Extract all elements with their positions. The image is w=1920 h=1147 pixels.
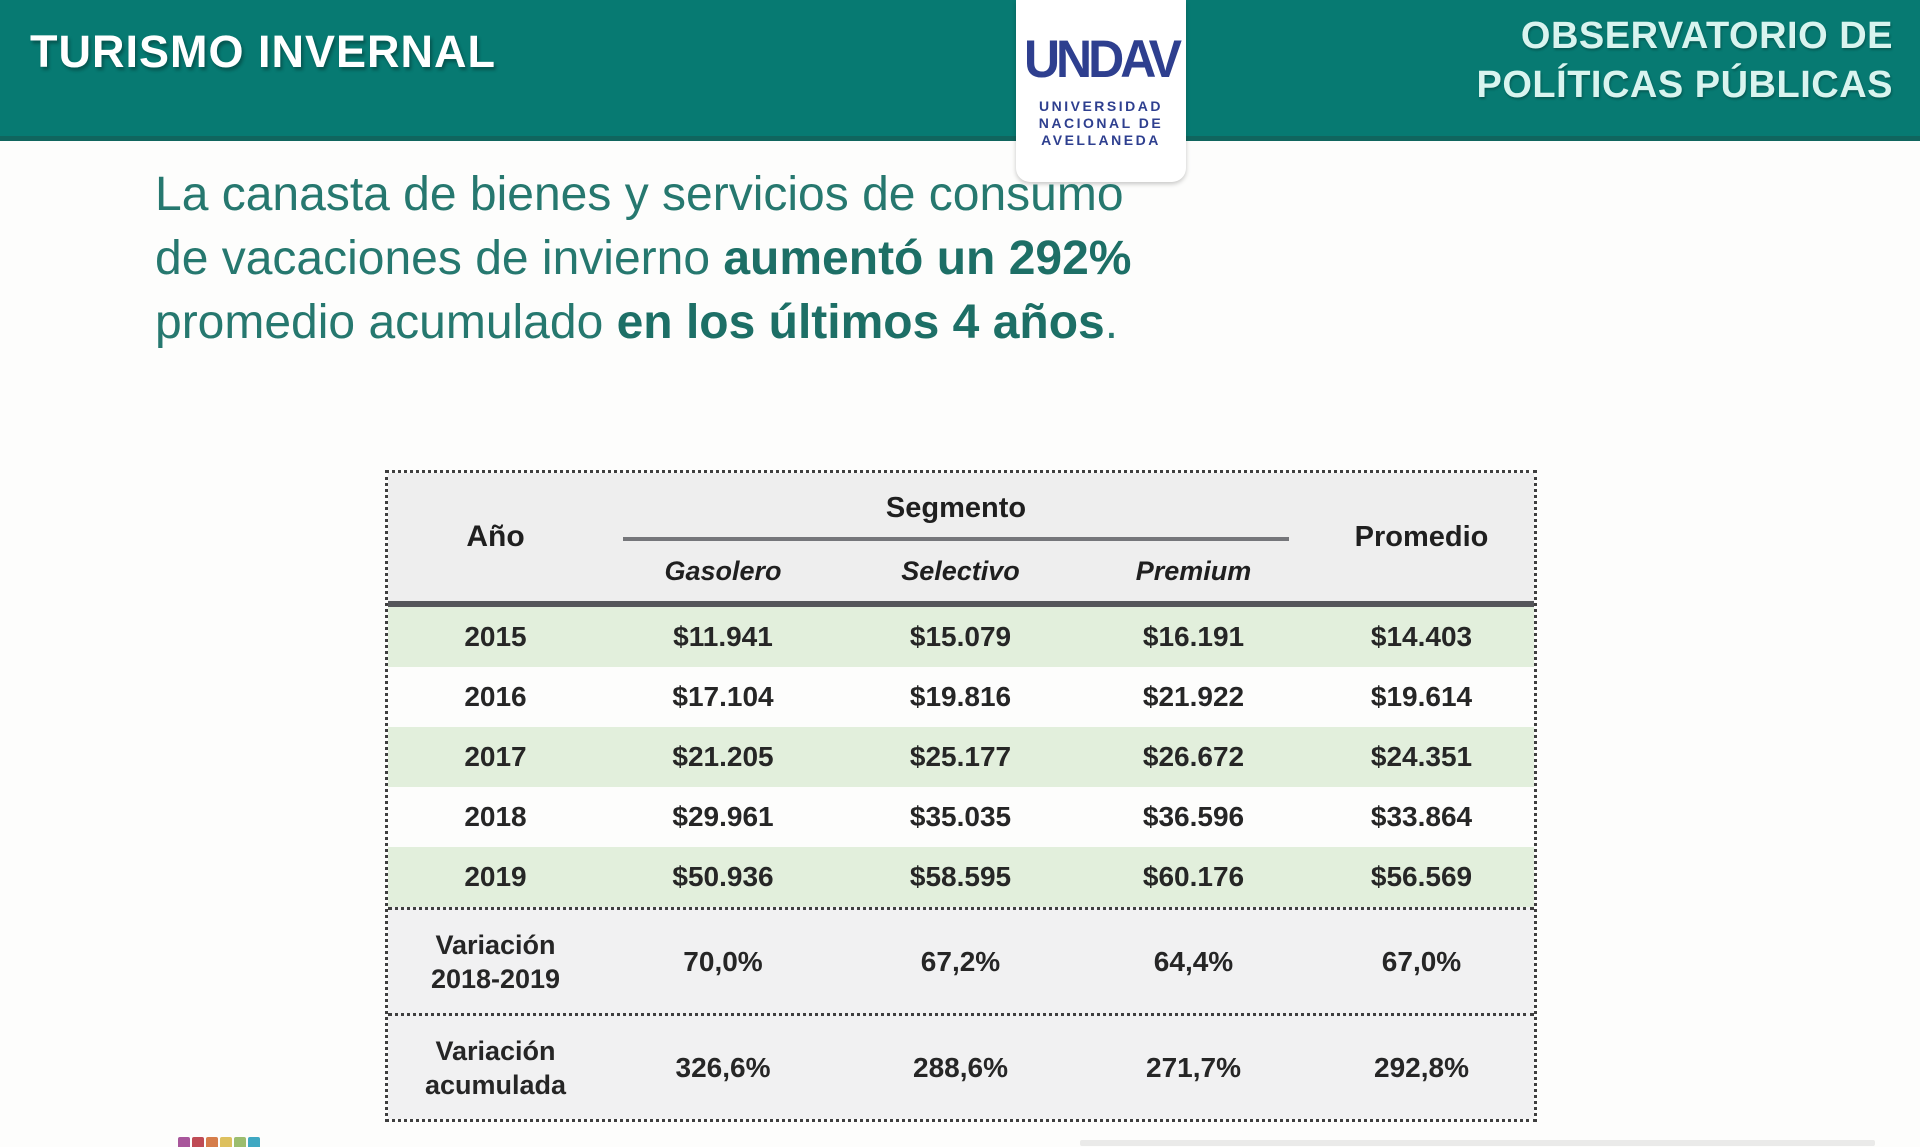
undav-logo-subtext: UNIVERSIDAD NACIONAL DE AVELLANEDA bbox=[1016, 98, 1186, 149]
headline: La canasta de bienes y servicios de cons… bbox=[155, 163, 1575, 355]
palette-square-orange bbox=[206, 1137, 218, 1147]
promedio-cell: $33.864 bbox=[1370, 801, 1473, 832]
gasolero-cell: $21.205 bbox=[672, 741, 774, 772]
undav-logo-line1: UNIVERSIDAD bbox=[1039, 98, 1163, 114]
table-header: Año Segmento Gasolero Selectivo Premium … bbox=[388, 473, 1534, 601]
year-cell: 2016 bbox=[464, 681, 527, 712]
org-name-line2: POLÍTICAS PÚBLICAS bbox=[1476, 64, 1893, 106]
gasolero-cell: $50.936 bbox=[672, 861, 774, 892]
headline-bold-292: aumentó un 292% bbox=[723, 232, 1132, 285]
palette-square-yellow bbox=[220, 1137, 232, 1147]
headline-line2: de vacaciones de invierno aumentó un 292… bbox=[155, 232, 1132, 285]
undav-logo-line2: NACIONAL DE bbox=[1038, 115, 1164, 131]
brand-color-palette bbox=[178, 1137, 260, 1147]
gasolero-variation: 326,6% bbox=[675, 1051, 771, 1083]
page-title: TURISMO INVERNAL bbox=[30, 26, 496, 77]
headline-line1: La canasta de bienes y servicios de cons… bbox=[155, 168, 1124, 221]
gasolero-cell: $11.941 bbox=[673, 621, 773, 652]
variation-label: Variación 2018-2019 bbox=[430, 929, 561, 994]
gasolero-cell: $17.104 bbox=[672, 681, 774, 712]
palette-square-red bbox=[192, 1137, 204, 1147]
selectivo-variation: 67,2% bbox=[920, 945, 1001, 977]
table-row-2018: 2018 $29.961 $35.035 $36.596 $33.864 bbox=[388, 787, 1534, 847]
premium-cell: $60.176 bbox=[1142, 861, 1245, 892]
promedio-cell: $24.351 bbox=[1370, 741, 1473, 772]
year-cell: 2015 bbox=[464, 621, 527, 652]
col-header-segment-group: Segmento bbox=[885, 491, 1027, 524]
palette-square-purple bbox=[178, 1137, 190, 1147]
org-name: OBSERVATORIO DE POLÍTICAS PÚBLICAS bbox=[1477, 12, 1893, 110]
variation-row-2018-2019: Variación 2018-2019 70,0% 67,2% 64,4% 67… bbox=[388, 907, 1534, 1013]
table-row-2017: 2017 $21.205 $25.177 $26.672 $24.351 bbox=[388, 727, 1534, 787]
premium-cell: $21.922 bbox=[1142, 681, 1245, 712]
premium-variation: 271,7% bbox=[1146, 1051, 1241, 1083]
variation-label: Variación acumulada bbox=[424, 1035, 567, 1100]
year-cell: 2017 bbox=[464, 741, 527, 772]
promedio-cell: $14.403 bbox=[1370, 621, 1473, 652]
col-header-year: Año bbox=[466, 520, 525, 553]
premium-cell: $16.191 bbox=[1142, 621, 1245, 652]
premium-cell: $26.672 bbox=[1142, 741, 1245, 772]
gasolero-cell: $29.961 bbox=[672, 801, 774, 832]
selectivo-variation: 288,6% bbox=[913, 1051, 1008, 1083]
undav-logo: UNDAV UNIVERSIDAD NACIONAL DE AVELLANEDA bbox=[1016, 0, 1186, 182]
undav-logo-acronym: UNDAV bbox=[1023, 29, 1182, 89]
promedio-cell: $19.614 bbox=[1370, 681, 1473, 712]
headline-line3: promedio acumulado en los últimos 4 años… bbox=[155, 296, 1119, 349]
selectivo-cell: $58.595 bbox=[909, 861, 1012, 892]
footer-source-text-cutoff bbox=[1080, 1140, 1875, 1146]
col-header-gasolero: Gasolero bbox=[664, 555, 782, 586]
year-cell: 2018 bbox=[464, 801, 527, 832]
col-header-promedio: Promedio bbox=[1354, 520, 1489, 553]
header-divider bbox=[388, 601, 1534, 607]
promedio-variation-highlight: 292,8% bbox=[1374, 1051, 1469, 1083]
price-table: Año Segmento Gasolero Selectivo Premium … bbox=[385, 470, 1537, 1122]
promedio-cell: $56.569 bbox=[1370, 861, 1473, 892]
col-header-selectivo: Selectivo bbox=[901, 555, 1020, 586]
premium-variation: 64,4% bbox=[1153, 945, 1234, 977]
selectivo-cell: $19.816 bbox=[909, 681, 1012, 712]
palette-square-green bbox=[234, 1137, 246, 1147]
palette-square-teal bbox=[248, 1137, 260, 1147]
premium-cell: $36.596 bbox=[1142, 801, 1245, 832]
col-header-premium: Premium bbox=[1135, 555, 1252, 586]
headline-bold-4years: en los últimos 4 años bbox=[616, 296, 1105, 349]
selectivo-cell: $25.177 bbox=[909, 741, 1012, 772]
segment-underline bbox=[623, 537, 1289, 541]
year-cell: 2019 bbox=[464, 861, 527, 892]
gasolero-variation: 70,0% bbox=[683, 945, 763, 977]
segment-subheaders: Gasolero Selectivo Premium bbox=[603, 543, 1309, 599]
header-band bbox=[0, 0, 1920, 141]
table-row-2019: 2019 $50.936 $58.595 $60.176 $56.569 bbox=[388, 847, 1534, 907]
promedio-variation-highlight: 67,0% bbox=[1381, 945, 1462, 977]
variation-row-acumulada: Variación acumulada 326,6% 288,6% 271,7%… bbox=[388, 1013, 1534, 1119]
selectivo-cell: $15.079 bbox=[909, 621, 1012, 652]
selectivo-cell: $35.035 bbox=[909, 801, 1012, 832]
table-row-2016: 2016 $17.104 $19.816 $21.922 $19.614 bbox=[388, 667, 1534, 727]
undav-logo-line3: AVELLANEDA bbox=[1041, 132, 1161, 148]
table-row-2015: 2015 $11.941 $15.079 $16.191 $14.403 bbox=[388, 607, 1534, 667]
org-name-line1: OBSERVATORIO DE bbox=[1520, 15, 1893, 57]
